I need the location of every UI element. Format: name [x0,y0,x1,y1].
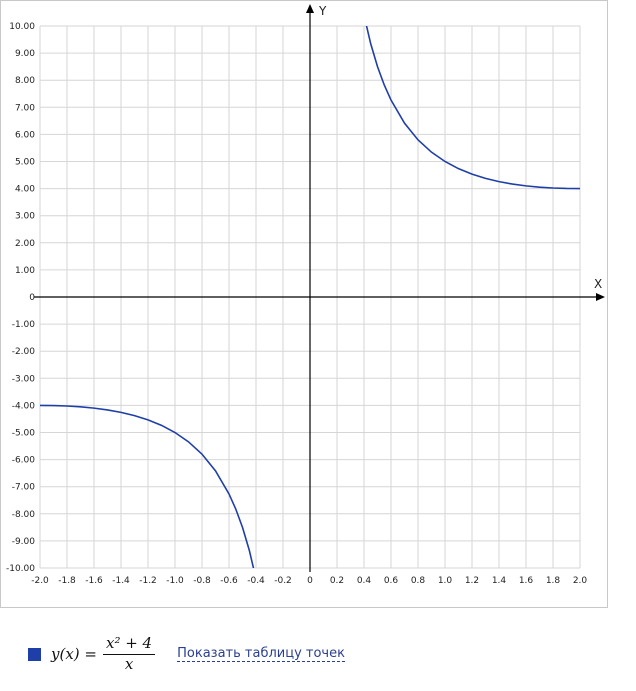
series-line [365,26,580,190]
x-tick-label: -0.6 [220,576,238,586]
y-tick-label: 8.00 [15,76,35,86]
x-tick-label: 1.6 [519,576,534,586]
x-tick-label: 1.0 [438,576,453,586]
x-tick-label: 0.6 [384,576,399,586]
legend-formula: y(x) = x² + 4 x [51,635,156,673]
x-tick-label: 2.0 [573,576,588,586]
plot-area: -2.0 -1.8 -1.6 -1.4 -1.2 -1.0 -0.8 -0.6 -0.4 -0.2… [0,0,608,608]
x-tick-label: -1.6 [85,576,103,586]
y-tick-label: 10.00 [9,22,35,32]
x-tick-label: -1.4 [112,576,130,586]
y-tick-label: -5.00 [12,429,36,439]
y-tick-label: -1.00 [12,320,36,330]
formula-denominator: x [124,654,134,673]
y-axis-arrow [306,4,314,13]
series-line [40,404,255,568]
y-axis-label: Y [318,4,327,18]
x-tick-label: 1.2 [465,576,479,586]
legend: y(x) = x² + 4 x Показать таблицу точек [28,632,345,676]
formula-fraction: x² + 4 x [102,635,156,673]
y-tick-label: -3.00 [12,374,36,384]
y-tick-label: -9.00 [12,537,36,547]
x-tick-label: -0.8 [193,576,211,586]
x-axis-label: X [594,277,602,291]
y-tick-label: 2.00 [15,239,35,249]
y-tick-label: -4.00 [12,401,36,411]
y-tick-label: 4.00 [15,185,35,195]
y-tick-label: -6.00 [12,456,36,466]
formula-numerator: x² + 4 [102,635,156,655]
y-tick-label: 6.00 [15,130,35,140]
y-tick-label: 9.00 [15,49,35,59]
x-tick-label: 1.8 [546,576,561,586]
x-tick-label: -0.2 [274,576,292,586]
show-points-table-link[interactable]: Показать таблицу точек [177,646,345,662]
legend-swatch [28,647,41,661]
x-tick-label: -2.0 [31,576,49,586]
y-tick-label: 7.00 [15,103,35,113]
x-tick-label: 0.2 [330,576,344,586]
x-tick-label: 0.8 [411,576,426,586]
y-tick-label: -8.00 [12,510,36,520]
chart-svg: -2.0 -1.8 -1.6 -1.4 -1.2 -1.0 -0.8 -0.6 -0.4 -0.2… [6,4,605,586]
y-tick-label: 1.00 [15,266,35,276]
x-tick-label: -0.4 [247,576,265,586]
y-tick-label: 3.00 [15,212,35,222]
x-tick-label: 0.4 [357,576,372,586]
x-axis-arrow [596,293,605,301]
x-tick-label: -1.8 [58,576,76,586]
x-tick-label: 0 [307,576,313,586]
x-tick-label: -1.2 [139,576,157,586]
y-tick-label: -2.00 [12,347,36,357]
y-tick-label: 5.00 [15,158,35,168]
y-tick-label: -7.00 [12,483,36,493]
x-tick-label: -1.0 [166,576,184,586]
y-tick-label: -10.00 [6,564,35,574]
x-tick-label: 1.4 [492,576,507,586]
formula-lhs: y(x) = [51,645,97,663]
y-tick-label: 0 [29,293,35,303]
